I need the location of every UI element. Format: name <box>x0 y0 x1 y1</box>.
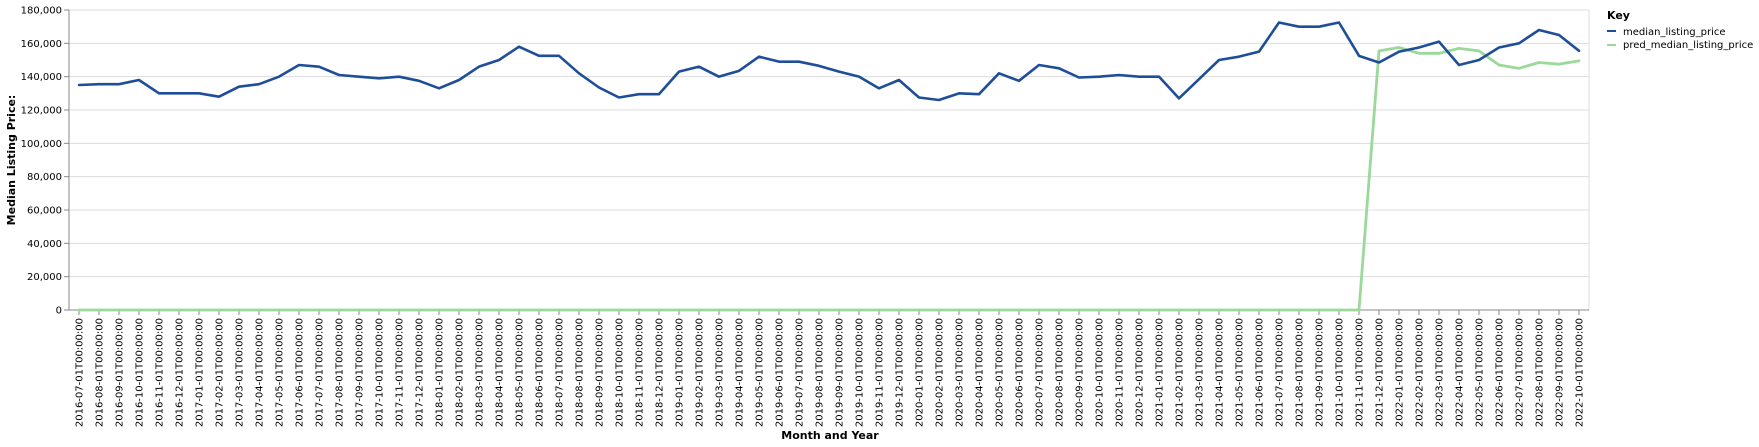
x-tick-label: 2022-06-01T00:00:00 <box>1495 318 1506 427</box>
x-tick-label: 2020-05-01T00:00:00 <box>995 318 1006 427</box>
x-tick-label: 2019-08-01T00:00:00 <box>815 318 826 427</box>
x-tick-label: 2018-09-01T00:00:00 <box>595 318 606 427</box>
y-tick-label: 140,000 <box>21 72 62 83</box>
x-tick-label: 2021-09-01T00:00:00 <box>1315 318 1326 427</box>
x-tick-label: 2019-03-01T00:00:00 <box>715 318 726 427</box>
x-tick-label: 2018-08-01T00:00:00 <box>575 318 586 427</box>
x-tick-label: 2018-05-01T00:00:00 <box>515 318 526 427</box>
x-tick-label: 2019-02-01T00:00:00 <box>695 318 706 427</box>
x-tick-label: 2017-11-01T00:00:00 <box>395 318 406 427</box>
x-tick-label: 2017-02-01T00:00:00 <box>215 318 226 427</box>
x-tick-label: 2017-04-01T00:00:00 <box>255 318 266 427</box>
x-tick-label: 2021-10-01T00:00:00 <box>1335 318 1346 427</box>
y-axis: 0 20,000 40,000 60,000 80,000 100,000 120,000 1… <box>21 6 70 317</box>
x-tick-label: 2021-05-01T00:00:00 <box>1235 318 1246 427</box>
x-tick-label: 2016-10-01T00:00:00 <box>135 318 146 427</box>
x-tick-label: 2017-08-01T00:00:00 <box>335 318 346 427</box>
legend: Key median_listing_price pred_median_lis… <box>1607 9 1753 51</box>
series-layer <box>77 21 1581 312</box>
x-axis-title: Month and Year <box>781 429 879 442</box>
x-tick-label: 2022-01-01T00:00:00 <box>1395 318 1406 427</box>
y-tick-label: 80,000 <box>27 172 62 183</box>
x-tick-label: 2022-07-01T00:00:00 <box>1515 318 1526 427</box>
x-tick-label: 2018-10-01T00:00:00 <box>615 318 626 427</box>
x-tick-label: 2019-09-01T00:00:00 <box>835 318 846 427</box>
x-tick-label: 2022-08-01T00:00:00 <box>1535 318 1546 427</box>
x-tick-label: 2020-03-01T00:00:00 <box>955 318 966 427</box>
x-tick-label: 2017-03-01T00:00:00 <box>235 318 246 427</box>
legend-title: Key <box>1607 9 1630 22</box>
x-tick-label: 2021-03-01T00:00:00 <box>1195 318 1206 427</box>
x-tick-label: 2020-02-01T00:00:00 <box>935 318 946 427</box>
x-tick-label: 2019-11-01T00:00:00 <box>875 318 886 427</box>
x-tick-label: 2018-04-01T00:00:00 <box>495 318 506 427</box>
x-tick-label: 2018-02-01T00:00:00 <box>455 318 466 427</box>
x-tick-label: 2016-11-01T00:00:00 <box>155 318 166 427</box>
x-tick-label: 2016-12-01T00:00:00 <box>175 318 186 427</box>
series-line-pred-median-listing-price <box>77 46 1581 312</box>
x-tick-label: 2017-06-01T00:00:00 <box>295 318 306 427</box>
y-tick-label: 60,000 <box>27 206 62 217</box>
x-tick-label: 2020-06-01T00:00:00 <box>1015 318 1026 427</box>
x-tick-label: 2021-07-01T00:00:00 <box>1275 318 1286 427</box>
x-tick-label: 2019-01-01T00:00:00 <box>675 318 686 427</box>
x-tick-label: 2018-01-01T00:00:00 <box>435 318 446 427</box>
y-tick-label: 160,000 <box>21 39 62 50</box>
x-tick-label: 2019-10-01T00:00:00 <box>855 318 866 427</box>
x-tick-label: 2020-11-01T00:00:00 <box>1115 318 1126 427</box>
x-tick-label: 2021-06-01T00:00:00 <box>1255 318 1266 427</box>
x-tick-label: 2020-07-01T00:00:00 <box>1035 318 1046 427</box>
x-tick-label: 2019-12-01T00:00:00 <box>895 318 906 427</box>
x-tick-label: 2022-03-01T00:00:00 <box>1435 318 1446 427</box>
x-tick-label: 2019-06-01T00:00:00 <box>775 318 786 427</box>
y-tick-label: 100,000 <box>21 139 62 150</box>
x-tick-label: 2017-10-01T00:00:00 <box>375 318 386 427</box>
x-tick-label: 2021-01-01T00:00:00 <box>1155 318 1166 427</box>
x-tick-label: 2017-01-01T00:00:00 <box>195 318 206 427</box>
x-axis: 2016-07-01T00:00:00 2016-08-01T00:00:00 20… <box>69 309 1589 427</box>
x-tick-label: 2020-10-01T00:00:00 <box>1095 318 1106 427</box>
legend-label-pred-median-listing-price: pred_median_listing_price <box>1623 40 1753 51</box>
x-tick-label: 2020-12-01T00:00:00 <box>1135 318 1146 427</box>
x-tick-label: 2022-02-01T00:00:00 <box>1415 318 1426 427</box>
x-tick-label: 2018-11-01T00:00:00 <box>635 318 646 427</box>
x-tick-label: 2021-04-01T00:00:00 <box>1215 318 1226 427</box>
x-tick-label: 2019-05-01T00:00:00 <box>755 318 766 427</box>
grid-layer <box>69 9 1590 311</box>
y-tick-label: 40,000 <box>27 239 62 250</box>
x-tick-label: 2018-03-01T00:00:00 <box>475 318 486 427</box>
y-tick-label: 120,000 <box>21 106 62 117</box>
x-tick-label: 2018-07-01T00:00:00 <box>555 318 566 427</box>
x-tick-label: 2022-05-01T00:00:00 <box>1475 318 1486 427</box>
x-tick-label: 2018-06-01T00:00:00 <box>535 318 546 427</box>
x-tick-label: 2017-05-01T00:00:00 <box>275 318 286 427</box>
y-axis-title: Median Listing Price: <box>5 95 18 226</box>
y-tick-label: 20,000 <box>27 272 62 283</box>
series-line-median-listing-price <box>77 21 1581 102</box>
x-tick-label: 2020-01-01T00:00:00 <box>915 318 926 427</box>
x-tick-label: 2020-04-01T00:00:00 <box>975 318 986 427</box>
x-tick-label: 2016-07-01T00:00:00 <box>75 318 86 427</box>
x-tick-label: 2022-09-01T00:00:00 <box>1555 318 1566 427</box>
x-tick-label: 2018-12-01T00:00:00 <box>655 318 666 427</box>
x-tick-label: 2016-09-01T00:00:00 <box>115 318 126 427</box>
x-tick-label: 2021-08-01T00:00:00 <box>1295 318 1306 427</box>
x-tick-label: 2016-08-01T00:00:00 <box>95 318 106 427</box>
x-tick-label: 2019-04-01T00:00:00 <box>735 318 746 427</box>
x-tick-label: 2022-10-01T00:00:00 <box>1575 318 1586 427</box>
y-tick-label: 180,000 <box>21 6 62 17</box>
y-tick-label: 0 <box>56 306 62 317</box>
x-tick-label: 2020-09-01T00:00:00 <box>1075 318 1086 427</box>
x-tick-label: 2019-07-01T00:00:00 <box>795 318 806 427</box>
x-tick-label: 2017-12-01T00:00:00 <box>415 318 426 427</box>
x-tick-label: 2020-08-01T00:00:00 <box>1055 318 1066 427</box>
legend-label-median-listing-price: median_listing_price <box>1623 27 1726 38</box>
x-tick-label: 2017-09-01T00:00:00 <box>355 318 366 427</box>
x-tick-label: 2017-07-01T00:00:00 <box>315 318 326 427</box>
x-tick-label: 2021-11-01T00:00:00 <box>1355 318 1366 427</box>
x-tick-label: 2021-12-01T00:00:00 <box>1375 318 1386 427</box>
x-tick-label: 2022-04-01T00:00:00 <box>1455 318 1466 427</box>
x-tick-label: 2021-02-01T00:00:00 <box>1175 318 1186 427</box>
